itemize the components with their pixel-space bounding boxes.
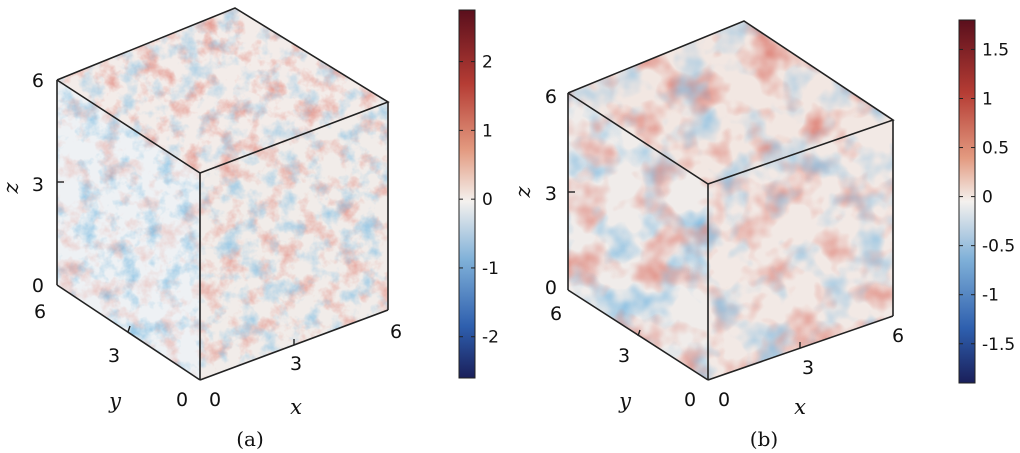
panel-b-x-tick-0: 0	[718, 389, 730, 411]
panel-a: 6 3 0 z 6 3 0 y 0 3 6 x (a) 2 1 0 -1 -2	[0, 7, 499, 451]
panel-a-y-tick-3: 3	[108, 345, 120, 367]
panel-b-y-tick-6: 6	[550, 303, 562, 325]
colorbar-tick-label: -1	[982, 286, 999, 306]
panel-b-y-label: y	[618, 389, 632, 413]
panel-b-cube	[567, 20, 895, 381]
panel-a-y-label: y	[108, 389, 122, 413]
panel-a-x-tick-0: 0	[209, 389, 221, 411]
panel-a-x-tick-3: 3	[290, 353, 302, 375]
colorbar-tick-label: 0	[982, 188, 993, 208]
colorbar-tick-label: 1.5	[982, 40, 1009, 60]
colorbar-tick-label: 0.5	[982, 139, 1009, 159]
colorbar-tick-label: 0	[482, 190, 493, 210]
panel-a-z-tick-6: 6	[32, 70, 44, 92]
panel-b-x-tick-6: 6	[892, 325, 904, 347]
panel-b-x-label: x	[794, 395, 806, 419]
panel-a-z-tick-3: 3	[32, 174, 44, 196]
panel-b-z-tick-3: 3	[545, 183, 557, 205]
colorbar-tick-label: 1	[982, 89, 993, 109]
panel-a-x-label: x	[290, 395, 302, 419]
panel-b-caption: (b)	[750, 427, 778, 451]
panel-a-x-tick-6: 6	[390, 321, 402, 343]
panel-b-y-tick-0: 0	[684, 389, 696, 411]
panel-b-z-label: z	[511, 186, 535, 199]
panel-b-z-tick-0: 0	[545, 277, 557, 299]
panel-a-z-label: z	[0, 182, 23, 195]
panel-a-caption: (a)	[236, 427, 264, 451]
panel-b: 6 3 0 z 6 3 0 y 0 3 6 x (b) 1.5 1 0.5 0 -0.5…	[511, 19, 1015, 451]
panel-a-cube	[56, 7, 390, 381]
colorbar-tick-label: 1	[482, 121, 493, 141]
panel-a-y-tick-6: 6	[34, 301, 46, 323]
colorbar-tick-label: 2	[482, 53, 493, 73]
panel-b-y-tick-3: 3	[618, 345, 630, 367]
colorbar-tick-label: -2	[482, 328, 499, 348]
colorbar-tick-label: -1.5	[982, 335, 1015, 355]
panel-b-z-tick-6: 6	[545, 86, 557, 108]
panel-b-colorbar: 1.5 1 0.5 0 -0.5 -1 -1.5	[958, 19, 1015, 384]
panel-b-x-tick-3: 3	[802, 357, 814, 379]
panel-a-y-tick-0: 0	[176, 389, 188, 411]
colorbar-tick-label: -0.5	[982, 237, 1015, 257]
panel-a-z-tick-0: 0	[32, 275, 44, 297]
panel-a-colorbar: 2 1 0 -1 -2	[458, 9, 499, 379]
colorbar-tick-label: -1	[482, 259, 499, 279]
